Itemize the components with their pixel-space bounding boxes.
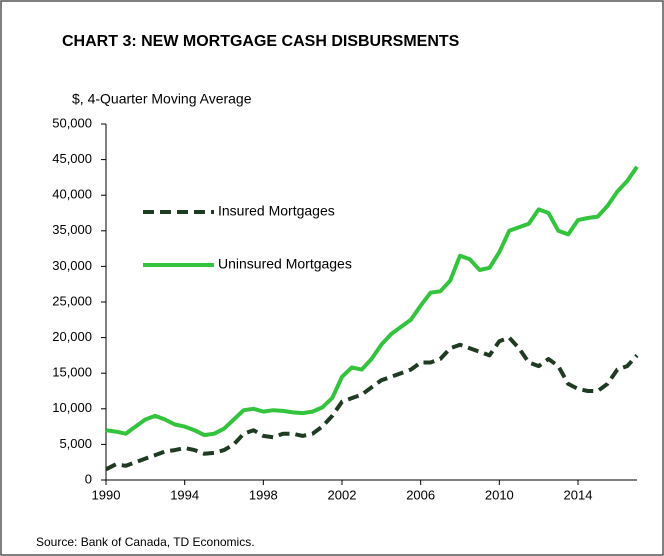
x-tick-label: 2002 — [328, 487, 357, 502]
y-tick-label: 0 — [85, 471, 92, 486]
chart-title: CHART 3: NEW MORTGAGE CASH DISBURSMENTS — [62, 33, 460, 50]
x-tick-label: 2006 — [406, 487, 435, 502]
series-line — [105, 165, 639, 438]
y-tick-label: 45,000 — [52, 151, 92, 166]
series-line — [105, 335, 639, 472]
y-tick-label: 15,000 — [52, 365, 92, 380]
y-tick-label: 20,000 — [52, 329, 92, 344]
x-tick-label: 1990 — [92, 487, 121, 502]
y-tick-label: 50,000 — [52, 115, 92, 130]
legend-label: Uninsured Mortgages — [218, 256, 352, 272]
y-axis-label: $, 4-Quarter Moving Average — [72, 91, 252, 107]
y-tick-label: 25,000 — [52, 293, 92, 308]
x-tick-label: 2014 — [564, 487, 593, 502]
x-tick-label: 1998 — [249, 487, 278, 502]
y-tick-label: 10,000 — [52, 400, 92, 415]
legend-label: Insured Mortgages — [218, 203, 335, 219]
x-tick-label: 2010 — [485, 487, 514, 502]
y-tick-label: 35,000 — [52, 222, 92, 237]
y-tick-label: 30,000 — [52, 258, 92, 273]
x-tick-label: 1994 — [170, 487, 199, 502]
y-tick-label: 5,000 — [59, 436, 92, 451]
source: Source: Bank of Canada, TD Economics. — [36, 535, 255, 549]
y-tick-label: 40,000 — [52, 187, 92, 202]
